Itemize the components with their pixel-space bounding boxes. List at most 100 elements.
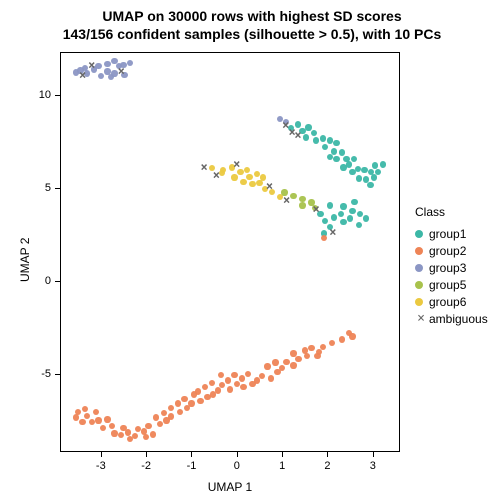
legend-swatch xyxy=(415,281,423,289)
scatter-point xyxy=(351,156,357,162)
scatter-point-ambiguous: × xyxy=(201,160,208,174)
title-line1: UMAP on 30000 rows with highest SD score… xyxy=(0,8,504,26)
legend-swatch xyxy=(415,264,423,272)
scatter-point xyxy=(320,135,326,141)
scatter-point xyxy=(295,121,301,127)
scatter-point xyxy=(283,359,289,365)
scatter-point xyxy=(181,396,187,402)
x-tick-label: 2 xyxy=(324,460,330,472)
legend-item: group6 xyxy=(415,293,488,310)
title-line2: 143/156 confident samples (silhouette > … xyxy=(0,26,504,44)
scatter-point-ambiguous: × xyxy=(233,157,240,171)
scatter-point xyxy=(340,219,346,225)
x-tick-mark xyxy=(327,452,328,457)
legend-swatch xyxy=(415,230,423,238)
scatter-point xyxy=(295,356,301,362)
scatter-point xyxy=(153,414,159,420)
x-tick-label: 3 xyxy=(370,460,376,472)
scatter-point xyxy=(339,336,345,342)
y-tick-mark xyxy=(55,95,60,96)
y-axis-label: UMAP 2 xyxy=(18,238,32,282)
y-tick-mark xyxy=(55,188,60,189)
scatter-point xyxy=(333,156,339,162)
scatter-point xyxy=(372,162,378,168)
x-tick-label: -3 xyxy=(96,460,106,472)
scatter-point xyxy=(150,431,156,437)
legend-item: group2 xyxy=(415,242,488,259)
x-axis-label: UMAP 1 xyxy=(60,480,400,494)
y-tick-label: -5 xyxy=(27,368,51,380)
scatter-point xyxy=(299,202,305,208)
scatter-point xyxy=(104,416,110,422)
scatter-point xyxy=(314,353,320,359)
scatter-point xyxy=(227,386,233,392)
scatter-point xyxy=(347,215,353,221)
scatter-point xyxy=(239,375,245,381)
y-tick-label: 5 xyxy=(27,182,51,194)
scatter-point-ambiguous: × xyxy=(213,168,220,182)
scatter-point xyxy=(249,181,255,187)
legend-label: group2 xyxy=(429,244,466,258)
scatter-point xyxy=(349,208,355,214)
scatter-point xyxy=(256,180,262,186)
legend-item: group5 xyxy=(415,276,488,293)
scatter-point xyxy=(264,363,270,369)
scatter-point xyxy=(246,174,252,180)
scatter-point xyxy=(367,182,373,188)
scatter-point-ambiguous: × xyxy=(294,128,301,142)
legend-label: ambiguous xyxy=(429,312,488,326)
scatter-point xyxy=(210,391,216,397)
x-tick-mark xyxy=(237,452,238,457)
y-tick-mark xyxy=(55,374,60,375)
legend-title: Class xyxy=(415,205,488,219)
scatter-point xyxy=(363,215,369,221)
scatter-point xyxy=(191,391,197,397)
scatter-point xyxy=(120,425,126,431)
scatter-point xyxy=(95,63,101,69)
scatter-point xyxy=(333,140,339,146)
scatter-point-ambiguous: × xyxy=(118,64,125,78)
scatter-point xyxy=(371,174,377,180)
scatter-point xyxy=(204,394,210,400)
x-tick-mark xyxy=(191,452,192,457)
scatter-point xyxy=(313,137,319,143)
x-tick-mark xyxy=(373,452,374,457)
scatter-point xyxy=(305,124,311,130)
legend-swatch xyxy=(415,298,423,306)
scatter-point xyxy=(290,193,296,199)
scatter-point xyxy=(290,362,296,368)
scatter-point xyxy=(240,384,246,390)
scatter-point xyxy=(339,149,345,155)
legend-label: group5 xyxy=(429,278,466,292)
x-tick-mark xyxy=(282,452,283,457)
scatter-point xyxy=(135,426,141,432)
scatter-point xyxy=(311,130,317,136)
scatter-point xyxy=(299,196,305,202)
x-tick-label: 0 xyxy=(234,460,240,472)
scatter-point xyxy=(349,333,355,339)
legend-item: group1 xyxy=(415,225,488,242)
scatter-point xyxy=(95,417,101,423)
legend-item: group3 xyxy=(415,259,488,276)
scatter-point xyxy=(231,372,237,378)
legend-marker-x: × xyxy=(415,315,427,323)
chart-title: UMAP on 30000 rows with highest SD score… xyxy=(0,8,504,43)
scatter-point xyxy=(163,417,169,423)
scatter-point xyxy=(340,203,346,209)
x-tick-mark xyxy=(146,452,147,457)
x-tick-label: 1 xyxy=(279,460,285,472)
x-tick-label: -2 xyxy=(141,460,151,472)
legend: Class group1 group2group3 group5group6 ×amb… xyxy=(415,205,488,327)
scatter-point xyxy=(290,350,296,356)
x-tick-mark xyxy=(101,452,102,457)
scatter-point xyxy=(231,174,237,180)
scatter-point xyxy=(327,137,333,143)
scatter-point-ambiguous: × xyxy=(266,179,273,193)
scatter-point xyxy=(303,134,309,140)
scatter-point xyxy=(197,398,203,404)
scatter-point xyxy=(82,406,88,412)
scatter-point-ambiguous: × xyxy=(79,68,86,82)
scatter-point-ambiguous: × xyxy=(88,58,95,72)
scatter-point-ambiguous: × xyxy=(329,225,336,239)
scatter-point xyxy=(308,345,314,351)
